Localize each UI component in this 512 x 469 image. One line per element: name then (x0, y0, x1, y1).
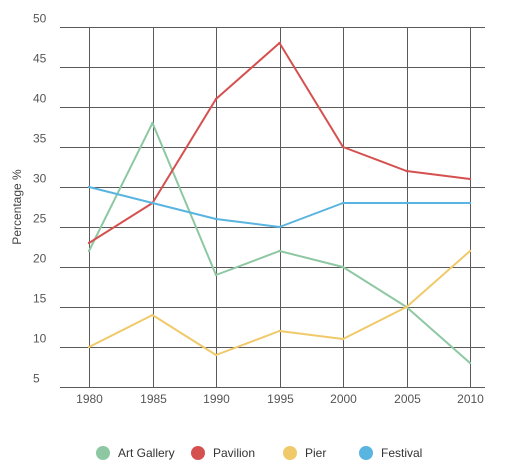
data-point (468, 361, 472, 365)
legend-marker (191, 446, 205, 460)
grid (60, 27, 485, 388)
data-point (151, 121, 154, 125)
data-point (214, 353, 218, 357)
series-line (88, 250, 471, 356)
x-tick-label: 2005 (394, 392, 421, 406)
series (87, 41, 472, 365)
y-tick-label: 5 (33, 372, 40, 386)
data-point (341, 145, 345, 149)
x-tick-label: 2010 (457, 392, 484, 406)
data-point (214, 273, 218, 277)
y-tick-label: 10 (33, 332, 47, 346)
x-tick-label: 2000 (330, 392, 357, 406)
series-festival (87, 185, 472, 229)
series-pavilion (87, 41, 472, 245)
legend-marker (359, 446, 373, 460)
data-point (214, 97, 218, 101)
y-axis-ticks: 5 10 15 20 25 30 35 40 45 50 (33, 12, 47, 386)
legend-label: Festival (381, 446, 422, 460)
legend-item: Art Gallery (96, 446, 175, 460)
data-point (87, 241, 91, 245)
y-tick-label: 45 (33, 52, 47, 66)
legend: Art Gallery Pavilion Pier Festival (96, 446, 422, 460)
data-point (405, 305, 408, 309)
legend-label: Pavilion (213, 446, 255, 460)
data-point (278, 225, 281, 229)
data-point (341, 337, 345, 341)
legend-item: Festival (359, 446, 422, 460)
data-point (214, 217, 218, 221)
legend-label: Art Gallery (118, 446, 175, 460)
data-point (151, 313, 154, 317)
data-point (468, 201, 472, 205)
data-point (468, 249, 472, 253)
data-point (87, 345, 91, 349)
data-point (341, 265, 345, 269)
data-point (87, 249, 91, 253)
data-point (278, 249, 281, 253)
x-tick-label: 1980 (76, 392, 103, 406)
data-point (151, 201, 154, 205)
x-axis-ticks: 1980 1985 1990 1995 2000 2005 2010 (76, 392, 484, 406)
legend-marker (283, 446, 297, 460)
series-art-gallery (87, 121, 472, 365)
y-tick-label: 25 (33, 212, 47, 226)
series-line (88, 42, 471, 244)
data-point (87, 185, 91, 189)
data-point (468, 177, 472, 181)
data-point (278, 41, 281, 45)
y-tick-label: 30 (33, 172, 47, 186)
y-tick-label: 20 (33, 252, 47, 266)
y-tick-label: 35 (33, 132, 47, 146)
data-point (278, 329, 281, 333)
x-tick-label: 1995 (267, 392, 294, 406)
legend-label: Pier (305, 446, 326, 460)
y-tick-label: 50 (33, 12, 47, 26)
data-point (341, 201, 345, 205)
series-pier (87, 249, 472, 357)
legend-marker (96, 446, 110, 460)
data-point (405, 201, 408, 205)
x-tick-label: 1985 (140, 392, 167, 406)
legend-item: Pavilion (191, 446, 255, 460)
y-axis-title: Percentage % (10, 169, 24, 245)
data-point (405, 169, 408, 173)
legend-item: Pier (283, 446, 326, 460)
y-tick-label: 15 (33, 292, 47, 306)
series-line (88, 122, 471, 364)
y-tick-label: 40 (33, 92, 47, 106)
x-tick-label: 1990 (203, 392, 230, 406)
